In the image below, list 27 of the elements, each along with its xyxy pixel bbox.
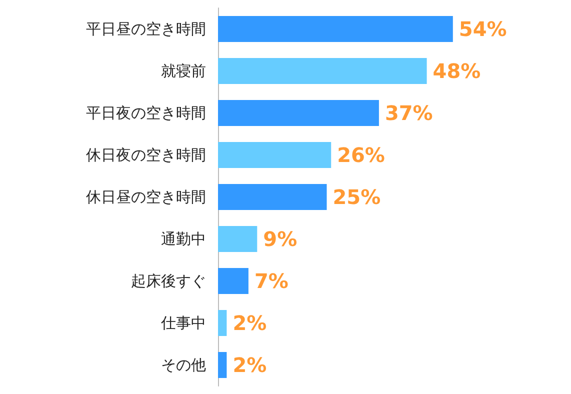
y-tick-label: 起床後すぐ	[131, 272, 206, 290]
data-label: 48%	[432, 59, 481, 83]
data-label: 25%	[332, 185, 381, 209]
y-tick-label: 仕事中	[160, 314, 206, 332]
y-tick-label: その他	[161, 356, 206, 374]
y-tick-label: 休日夜の空き時間	[86, 146, 206, 164]
bar	[218, 352, 227, 378]
data-label: 2%	[232, 353, 267, 377]
bar	[218, 100, 379, 126]
bar	[218, 16, 453, 42]
y-tick-label: 平日昼の空き時間	[86, 20, 206, 38]
data-label: 2%	[232, 311, 267, 335]
bar	[218, 226, 258, 252]
data-label: 9%	[263, 227, 298, 251]
bar	[218, 268, 248, 294]
data-label: 37%	[384, 101, 433, 125]
bar	[218, 58, 427, 84]
y-tick-label: 通勤中	[161, 230, 206, 248]
y-tick-label: 平日夜の空き時間	[86, 104, 206, 122]
y-tick-label: 休日昼の空き時間	[86, 188, 206, 206]
data-label: 26%	[337, 143, 385, 167]
data-label: 54%	[458, 17, 507, 41]
bar	[218, 310, 227, 336]
bar	[218, 184, 327, 210]
data-label: 7%	[254, 269, 288, 293]
bar	[218, 142, 332, 168]
y-tick-label: 就寝前	[161, 62, 206, 80]
